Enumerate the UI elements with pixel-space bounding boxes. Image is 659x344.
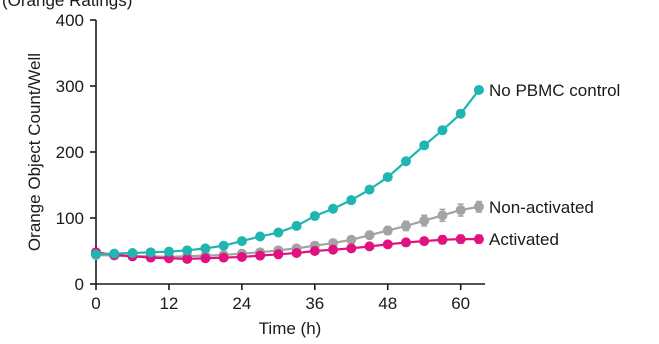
x-tick-label: 0 (91, 294, 100, 313)
data-point (182, 253, 193, 264)
data-point (419, 140, 430, 151)
data-point (346, 243, 357, 254)
data-point (328, 244, 339, 255)
x-axis-title: Time (h) (259, 319, 322, 338)
series-layer (91, 84, 484, 264)
data-point (200, 243, 211, 254)
data-point (419, 215, 430, 226)
data-point (255, 231, 266, 242)
data-point (309, 246, 320, 256)
series-label: Non-activated (489, 198, 594, 217)
data-point (291, 220, 302, 231)
data-point (473, 234, 484, 245)
data-point (346, 234, 357, 245)
data-point (291, 247, 302, 258)
series-label: Activated (489, 230, 559, 249)
data-point (364, 241, 375, 252)
series-line (95, 205, 480, 259)
data-point (437, 234, 448, 245)
series-line (95, 89, 480, 256)
data-point (236, 236, 247, 247)
series-labels: No PBMC control Non-activated Activated (489, 81, 620, 249)
x-tick-label: 36 (305, 294, 324, 313)
data-point (400, 220, 411, 231)
y-tick-label: 400 (56, 11, 84, 30)
data-point (400, 156, 411, 167)
y-tick-label: 300 (56, 77, 84, 96)
data-point (364, 184, 375, 195)
data-point (163, 246, 174, 257)
data-point (455, 234, 466, 245)
y-ticks: 0 100 200 300 400 (56, 11, 96, 294)
data-point (273, 249, 284, 260)
data-point (455, 108, 466, 119)
data-point (109, 248, 120, 259)
data-point (218, 240, 229, 251)
data-point (382, 239, 393, 250)
data-point (145, 247, 156, 258)
data-point (309, 211, 320, 222)
x-tick-label: 60 (451, 294, 470, 313)
series-label: No PBMC control (489, 81, 620, 100)
data-point (382, 172, 393, 183)
y-tick-label: 0 (75, 275, 84, 294)
data-point (473, 201, 484, 212)
data-point (382, 225, 393, 236)
x-ticks: 0 12 24 36 48 60 (91, 284, 470, 313)
series-no-pbmc-control (91, 84, 484, 260)
top-cut-text: (Orange Ratings) (2, 0, 132, 10)
data-point (218, 252, 229, 263)
y-tick-label: 200 (56, 143, 84, 162)
data-point (200, 253, 211, 264)
x-tick-label: 48 (378, 294, 397, 313)
data-point (455, 205, 466, 216)
x-tick-label: 24 (232, 294, 251, 313)
data-point (182, 245, 193, 256)
x-tick-label: 12 (159, 294, 178, 313)
data-point (91, 249, 101, 260)
y-tick-label: 100 (56, 209, 84, 228)
data-point (127, 247, 138, 258)
data-point (346, 195, 357, 206)
data-point (437, 210, 448, 221)
data-point (328, 203, 339, 214)
y-axis-title: Orange Object Count/Well (25, 53, 44, 251)
data-point (236, 251, 247, 262)
series-line (95, 238, 479, 261)
data-point (364, 230, 375, 241)
data-point (273, 227, 284, 238)
data-point (400, 237, 411, 248)
data-point (473, 84, 484, 95)
data-point (437, 125, 448, 136)
data-point (419, 236, 430, 247)
data-point (255, 250, 266, 261)
